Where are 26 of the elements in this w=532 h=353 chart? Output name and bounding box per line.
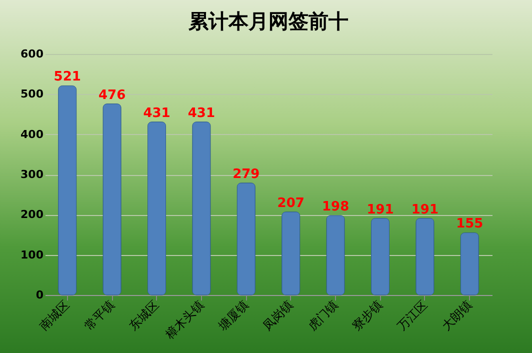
y-tick-label: 200 [20,208,44,222]
data-label: 431 [143,106,170,121]
x-tick-label: 大朗镇 [439,298,475,333]
chart-title: 累计本月网签前十 [188,9,348,33]
x-tick-label: 东城区 [126,298,162,333]
data-label: 191 [366,202,394,218]
y-tick-label: 500 [20,88,44,101]
x-tick-label: 常平镇 [82,298,117,333]
data-label: 155 [456,216,484,232]
y-tick-label: 600 [20,48,44,60]
y-tick-label: 100 [20,248,44,262]
x-tick-label: 虎门镇 [305,298,340,333]
x-tick-label: 凤岗镇 [260,298,296,333]
data-label: 431 [188,106,216,121]
x-tick-label: 塘厦镇 [215,298,252,334]
x-tick-label: 樟木头镇 [162,298,206,342]
x-tick-label: 寮步镇 [350,298,386,333]
data-label: 521 [54,70,81,85]
y-tick-label: 400 [20,128,44,141]
data-label: 476 [98,88,126,103]
data-label: 191 [411,202,439,218]
y-tick-label: 300 [20,168,44,181]
data-label: 207 [277,196,304,211]
x-tick-label: 万江区 [394,298,430,333]
data-label: 279 [232,166,260,182]
data-label: 198 [322,199,350,214]
